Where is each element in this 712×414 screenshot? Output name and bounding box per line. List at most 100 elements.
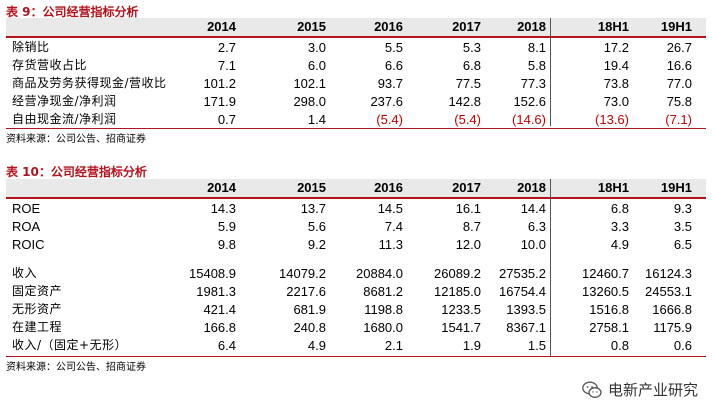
- table-cell: 11.3: [378, 237, 403, 252]
- table10-year: 2017: [452, 180, 481, 195]
- row-label: 收入/（固定+无形）: [12, 338, 128, 352]
- table-cell: 9.3: [673, 201, 692, 216]
- table-cell: 4.9: [307, 338, 326, 353]
- table9-year: 2017: [452, 19, 481, 34]
- table-cell: 6.3: [527, 219, 546, 234]
- table-cell: 1516.8: [589, 302, 629, 317]
- table-cell: 8.7: [462, 219, 481, 234]
- table10-bottom-rule: [6, 356, 706, 357]
- table-cell: 93.7: [377, 76, 403, 91]
- row-label: 存货营收占比: [12, 58, 88, 72]
- table9-bottom-rule: [6, 128, 706, 129]
- table-cell: 16.6: [666, 58, 692, 73]
- watermark: 电新产业研究: [582, 379, 698, 400]
- table-cell: 13260.5: [582, 284, 629, 299]
- table-cell: 2217.6: [286, 284, 326, 299]
- table-row: ROIC 9.8 9.2 11.3 12.0 10.0 4.9 6.5: [6, 235, 706, 254]
- table-cell: 13.7: [300, 201, 326, 216]
- table-cell: 12185.0: [434, 284, 481, 299]
- table-cell: 1198.8: [364, 302, 403, 317]
- table-cell: 12.0: [455, 237, 481, 252]
- table-cell: 12460.7: [582, 266, 629, 281]
- table-cell: 8681.2: [363, 284, 403, 299]
- table9-year: 2014: [207, 19, 236, 34]
- table10-year: 2016: [374, 180, 403, 195]
- table-cell: 240.8: [293, 320, 326, 335]
- table9-title: 表 9：公司经营指标分析: [6, 5, 139, 19]
- table-row: 收入/（固定+无形） 6.4 4.9 2.1 1.9 1.5 0.8 0.6: [6, 336, 706, 355]
- table-cell: (5.4): [454, 112, 481, 127]
- table-cell: 171.9: [203, 94, 236, 109]
- table-row: 自由现金流/净利润 0.7 1.4 (5.4) (5.4) (14.6) (13.6) (7.…: [6, 110, 706, 129]
- row-label: ROE: [12, 201, 41, 216]
- table-cell: 17.2: [603, 40, 629, 55]
- table-cell: 16.1: [455, 201, 481, 216]
- table-cell: 237.6: [370, 94, 403, 109]
- table-cell: 1541.7: [441, 320, 481, 335]
- watermark-text: 电新产业研究: [607, 381, 698, 399]
- table-cell: 9.8: [217, 237, 236, 252]
- table9-header: 2014 2015 2016 2017 2018 18H1 19H1: [6, 18, 706, 38]
- table-cell: 2.7: [217, 40, 236, 55]
- table-cell: 6.8: [462, 58, 481, 73]
- table-cell: 7.4: [384, 219, 403, 234]
- table-row: 存货营收占比 7.1 6.0 6.6 6.8 5.8 19.4 16.6: [6, 56, 706, 75]
- table-cell: 6.6: [384, 58, 403, 73]
- table-cell: 5.8: [527, 58, 546, 73]
- table-cell: 9.2: [307, 237, 326, 252]
- table-cell: 14.3: [210, 201, 236, 216]
- table-cell: 16754.4: [499, 284, 546, 299]
- table-cell: (13.6): [595, 112, 629, 127]
- table-cell: 8.1: [527, 40, 546, 55]
- table10-source: 资料来源：公司公告、招商证券: [6, 362, 146, 373]
- table-cell: 6.4: [217, 338, 236, 353]
- table-cell: 73.0: [603, 94, 629, 109]
- table-cell: 0.6: [673, 338, 692, 353]
- table-row: 商品及劳务获得现金/营收比 101.2 102.1 93.7 77.5 77.3 73.8 7…: [6, 74, 706, 93]
- table-cell: 681.9: [293, 302, 326, 317]
- table-cell: 26.7: [666, 40, 692, 55]
- table-cell: 15408.9: [189, 266, 236, 281]
- table-cell: 1175.9: [653, 320, 692, 335]
- table-cell: (7.1): [665, 112, 692, 127]
- table-cell: 24553.1: [645, 284, 692, 299]
- row-label: 固定资产: [12, 284, 63, 298]
- table-cell: 8367.1: [506, 320, 546, 335]
- table-cell: (14.6): [512, 112, 546, 127]
- table-cell: 26089.2: [434, 266, 481, 281]
- table9-year: 18H1: [597, 19, 629, 34]
- table-cell: 3.0: [307, 40, 326, 55]
- table-cell: 1666.8: [652, 302, 692, 317]
- table-cell: 7.1: [217, 58, 236, 73]
- table10-year: 2014: [207, 180, 236, 195]
- table-cell: 142.8: [448, 94, 481, 109]
- table10-header: 2014 2015 2016 2017 2018 18H1 19H1: [6, 179, 706, 199]
- row-label: 商品及劳务获得现金/营收比: [12, 76, 167, 90]
- row-label: ROIC: [12, 237, 45, 252]
- table-cell: 1680.0: [363, 320, 403, 335]
- table-cell: 14079.2: [279, 266, 326, 281]
- table-cell: 0.7: [217, 112, 236, 127]
- table-cell: 14.5: [377, 201, 403, 216]
- row-label: ROA: [12, 219, 41, 234]
- table-cell: 2.1: [384, 338, 403, 353]
- table-cell: 6.5: [673, 237, 692, 252]
- table-cell: 5.3: [462, 40, 481, 55]
- table-cell: 5.9: [217, 219, 236, 234]
- table-cell: 298.0: [293, 94, 326, 109]
- table-row: 无形资产 421.4 681.9 1198.8 1233.5 1393.5 1516.8 16…: [6, 300, 706, 319]
- table-row: 固定资产 1981.3 2217.6 8681.2 12185.0 16754.4 1326…: [6, 282, 706, 301]
- table-row: 收入 15408.9 14079.2 20884.0 26089.2 27535.2 124…: [6, 264, 706, 283]
- table-cell: 6.8: [610, 201, 629, 216]
- table-row: ROE 14.3 13.7 14.5 16.1 14.4 6.8 9.3: [6, 199, 706, 218]
- table-cell: 1233.5: [441, 302, 481, 317]
- table-cell: 73.8: [603, 76, 629, 91]
- table-cell: 77.5: [455, 76, 481, 91]
- table-cell: 102.1: [293, 76, 326, 91]
- table-cell: 19.4: [603, 58, 629, 73]
- table9-divider: [550, 18, 551, 126]
- table10-year: 2018: [517, 180, 546, 195]
- table9-source: 资料来源：公司公告、招商证券: [6, 134, 146, 145]
- row-label: 无形资产: [12, 302, 63, 316]
- row-label: 收入: [12, 266, 38, 280]
